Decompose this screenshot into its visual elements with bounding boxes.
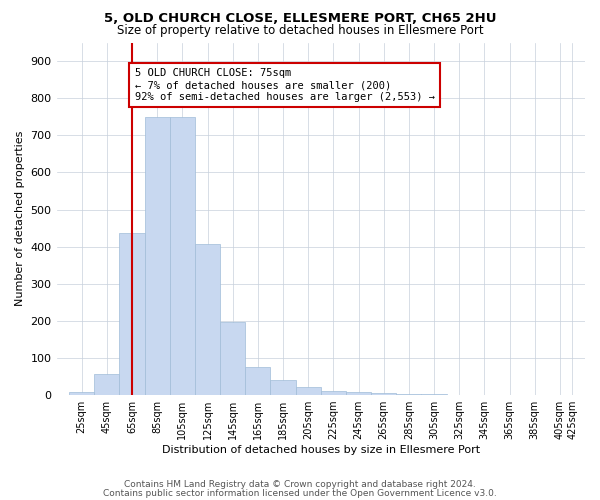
Bar: [421, 394, 446, 395]
Bar: [371, 393, 396, 395]
X-axis label: Distribution of detached houses by size in Ellesmere Port: Distribution of detached houses by size …: [162, 445, 480, 455]
Text: Size of property relative to detached houses in Ellesmere Port: Size of property relative to detached ho…: [116, 24, 484, 37]
Text: Contains HM Land Registry data © Crown copyright and database right 2024.: Contains HM Land Registry data © Crown c…: [124, 480, 476, 489]
Bar: [396, 394, 421, 395]
Text: Contains public sector information licensed under the Open Government Licence v3: Contains public sector information licen…: [103, 488, 497, 498]
Bar: [94, 374, 119, 395]
Text: 5, OLD CHURCH CLOSE, ELLESMERE PORT, CH65 2HU: 5, OLD CHURCH CLOSE, ELLESMERE PORT, CH6…: [104, 12, 496, 26]
Bar: [271, 380, 296, 395]
Bar: [69, 392, 94, 395]
Bar: [170, 116, 195, 395]
Bar: [119, 232, 145, 395]
Bar: [220, 322, 245, 395]
Bar: [245, 367, 271, 395]
Bar: [321, 392, 346, 395]
Text: 5 OLD CHURCH CLOSE: 75sqm
← 7% of detached houses are smaller (200)
92% of semi-: 5 OLD CHURCH CLOSE: 75sqm ← 7% of detach…: [134, 68, 434, 102]
Bar: [195, 244, 220, 395]
Y-axis label: Number of detached properties: Number of detached properties: [15, 131, 25, 306]
Bar: [296, 387, 321, 395]
Bar: [346, 392, 371, 395]
Bar: [145, 116, 170, 395]
